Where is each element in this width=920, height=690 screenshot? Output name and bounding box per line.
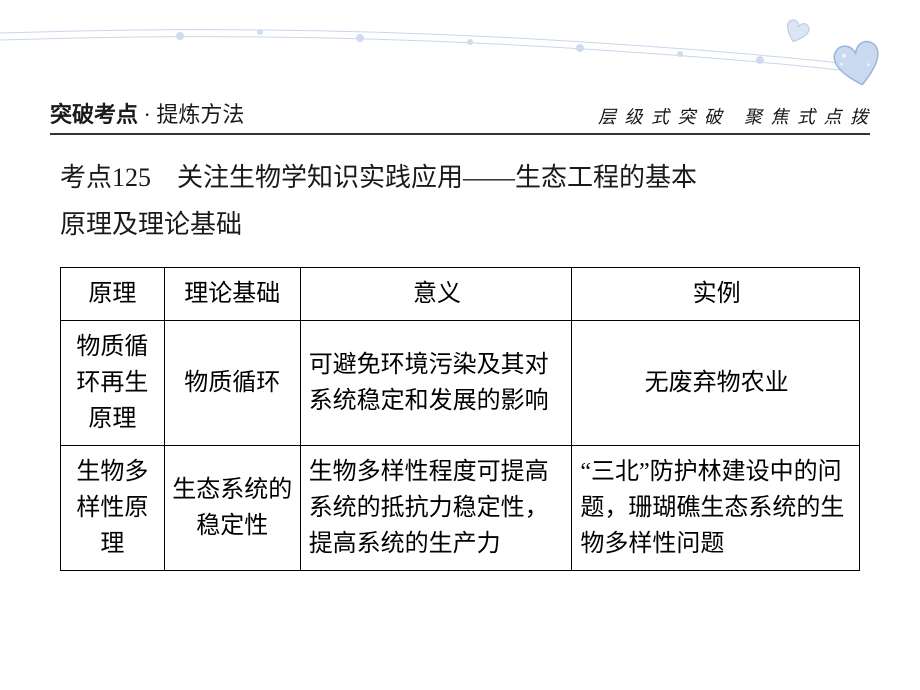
header-left-dot: · — [138, 102, 156, 127]
th-meaning: 意义 — [300, 267, 572, 320]
topic-title-line1: 关注生物学知识实践应用——生态工程的基本 — [151, 163, 697, 192]
th-principle: 原理 — [61, 267, 165, 320]
header-right: 层 级 式 突 破 聚 焦 式 点 拨 — [598, 103, 870, 129]
top-decoration — [0, 0, 920, 90]
cell-meaning: 可避免环境污染及其对系统稳定和发展的影响 — [300, 320, 572, 445]
table-header-row: 原理 理论基础 意义 实例 — [61, 267, 860, 320]
cell-basis: 物质循环 — [164, 320, 300, 445]
cell-example: 无废弃物农业 — [572, 320, 860, 445]
table-row: 生物多样性原理 生态系统的稳定性 生物多样性程度可提高系统的抵抗力稳定性，提高系… — [61, 445, 860, 570]
header-left-light: 提炼方法 — [156, 102, 244, 127]
header-bar: 突破考点 · 提炼方法 层 级 式 突 破 聚 焦 式 点 拨 — [50, 95, 870, 135]
th-basis: 理论基础 — [164, 267, 300, 320]
topic-number: 考点125 — [60, 163, 151, 192]
cell-basis: 生态系统的稳定性 — [164, 445, 300, 570]
topic-title: 考点125 关注生物学知识实践应用——生态工程的基本 原理及理论基础 — [60, 155, 860, 249]
cell-principle: 物质循环再生原理 — [61, 320, 165, 445]
header-left: 突破考点 · 提炼方法 — [50, 97, 244, 129]
topic-title-line2: 原理及理论基础 — [60, 210, 242, 239]
cell-meaning: 生物多样性程度可提高系统的抵抗力稳定性，提高系统的生产力 — [300, 445, 572, 570]
cell-example: “三北”防护林建设中的问题，珊瑚礁生态系统的生物多样性问题 — [572, 445, 860, 570]
principles-table: 原理 理论基础 意义 实例 物质循环再生原理 物质循环 可避免环境污染及其对系统… — [60, 267, 860, 571]
cell-principle: 生物多样性原理 — [61, 445, 165, 570]
header-left-bold: 突破考点 — [50, 102, 138, 127]
table-row: 物质循环再生原理 物质循环 可避免环境污染及其对系统稳定和发展的影响 无废弃物农… — [61, 320, 860, 445]
main-content: 考点125 关注生物学知识实践应用——生态工程的基本 原理及理论基础 原理 理论… — [60, 155, 860, 571]
th-example: 实例 — [572, 267, 860, 320]
